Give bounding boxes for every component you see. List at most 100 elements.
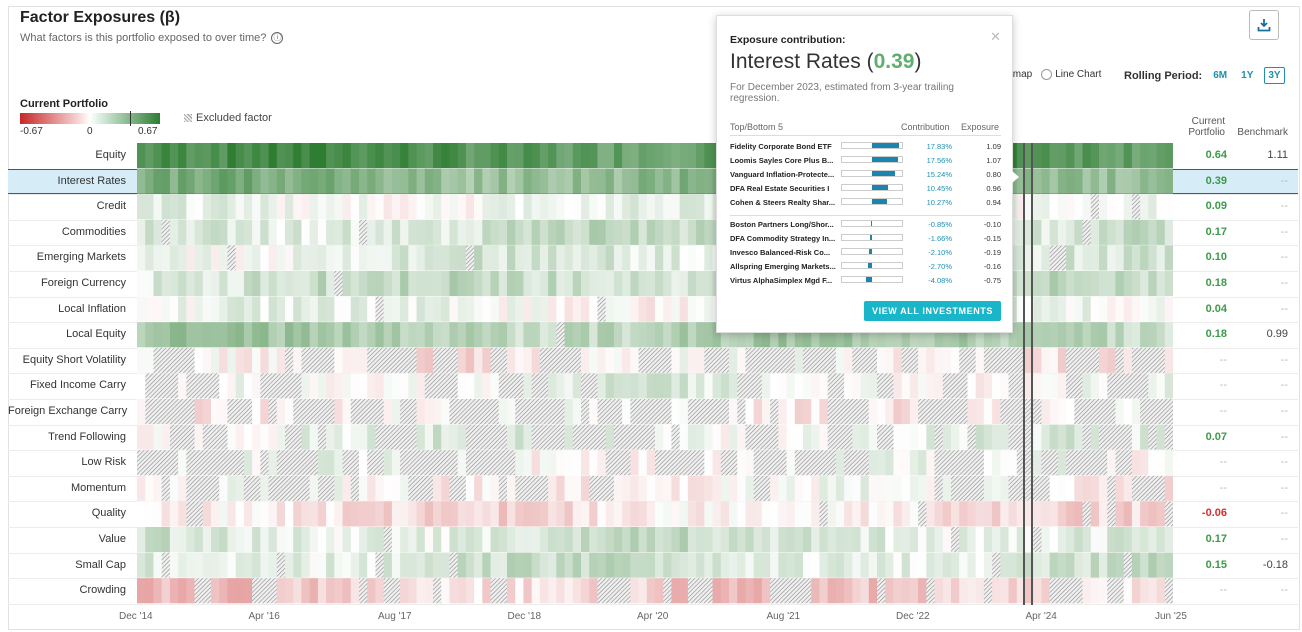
- heatmap-cell[interactable]: [885, 399, 895, 425]
- heatmap-cell[interactable]: [367, 194, 377, 220]
- heatmap-cell[interactable]: [301, 296, 311, 322]
- heatmap-cell[interactable]: [498, 194, 508, 220]
- excluded-cell[interactable]: [498, 373, 508, 399]
- excluded-cell[interactable]: [498, 578, 508, 604]
- heatmap-cell[interactable]: [342, 322, 352, 348]
- heatmap-cell[interactable]: [1016, 552, 1026, 578]
- heatmap-cell[interactable]: [301, 168, 311, 194]
- heatmap-cell[interactable]: [794, 552, 804, 578]
- heatmap-cell[interactable]: [556, 219, 566, 245]
- heatmap-cell[interactable]: [1148, 168, 1158, 194]
- heatmap-cell[interactable]: [1148, 552, 1158, 578]
- heatmap-cell[interactable]: [655, 475, 664, 501]
- heatmap-cell[interactable]: [581, 552, 590, 578]
- heatmap-cell[interactable]: [334, 501, 344, 527]
- heatmap-cell[interactable]: [276, 527, 286, 553]
- excluded-cell[interactable]: [482, 399, 492, 425]
- heatmap-cell[interactable]: [1156, 501, 1166, 527]
- heatmap-cell[interactable]: [572, 501, 582, 527]
- heatmap-cell[interactable]: [194, 219, 204, 245]
- excluded-cell[interactable]: [778, 347, 788, 373]
- excluded-cell[interactable]: [646, 399, 656, 425]
- heatmap-cell[interactable]: [803, 424, 812, 450]
- heatmap-cell[interactable]: [507, 143, 516, 169]
- heatmap-cell[interactable]: [145, 322, 155, 348]
- heatmap-cell[interactable]: [1049, 322, 1059, 348]
- heatmap-cell[interactable]: [1123, 475, 1133, 501]
- heatmap-cell[interactable]: [317, 501, 327, 527]
- heatmap-cell[interactable]: [581, 194, 590, 220]
- heatmap-cell[interactable]: [285, 322, 294, 348]
- heatmap-cell[interactable]: [548, 143, 557, 169]
- heatmap-cell[interactable]: [581, 219, 590, 245]
- excluded-cell[interactable]: [1115, 424, 1125, 450]
- heatmap-cell[interactable]: [655, 501, 664, 527]
- heatmap-cell[interactable]: [1074, 245, 1084, 271]
- heatmap-cell[interactable]: [1000, 373, 1010, 399]
- heatmap-cell[interactable]: [548, 245, 557, 271]
- heatmap-cell[interactable]: [1140, 552, 1149, 578]
- heatmap-cell[interactable]: [424, 271, 434, 297]
- excluded-cell[interactable]: [1016, 373, 1026, 399]
- heatmap-cell[interactable]: [1099, 373, 1108, 399]
- heatmap-cell[interactable]: [285, 143, 294, 169]
- heatmap-cell[interactable]: [1025, 501, 1034, 527]
- heatmap-cell[interactable]: [1033, 143, 1043, 169]
- excluded-cell[interactable]: [375, 552, 385, 578]
- excluded-cell[interactable]: [959, 373, 969, 399]
- heatmap-cell[interactable]: [951, 347, 960, 373]
- excluded-cell[interactable]: [745, 373, 755, 399]
- excluded-cell[interactable]: [334, 271, 344, 297]
- heatmap-cell[interactable]: [383, 501, 393, 527]
- heatmap-cell[interactable]: [959, 501, 969, 527]
- excluded-cell[interactable]: [934, 450, 944, 476]
- heatmap-cell[interactable]: [597, 527, 607, 553]
- heatmap-cell[interactable]: [178, 271, 187, 297]
- heatmap-cell[interactable]: [441, 322, 451, 348]
- heatmap-cell[interactable]: [548, 168, 557, 194]
- heatmap-cell[interactable]: [383, 552, 393, 578]
- heatmap-cell[interactable]: [391, 194, 401, 220]
- heatmap-cell[interactable]: [967, 501, 977, 527]
- heatmap-cell[interactable]: [671, 245, 681, 271]
- heatmap-cell[interactable]: [638, 296, 648, 322]
- heatmap-cell[interactable]: [835, 578, 845, 604]
- heatmap-cell[interactable]: [268, 527, 278, 553]
- heatmap-cell[interactable]: [704, 322, 714, 348]
- heatmap-cell[interactable]: [852, 552, 862, 578]
- excluded-cell[interactable]: [942, 373, 952, 399]
- heatmap-cell[interactable]: [457, 322, 467, 348]
- excluded-cell[interactable]: [531, 373, 541, 399]
- heatmap-cell[interactable]: [317, 552, 327, 578]
- heatmap-cell[interactable]: [942, 578, 952, 604]
- heatmap-cell[interactable]: [334, 399, 344, 425]
- excluded-cell[interactable]: [350, 450, 360, 476]
- excluded-cell[interactable]: [449, 450, 459, 476]
- heatmap-cell[interactable]: [449, 501, 459, 527]
- excluded-cell[interactable]: [169, 399, 179, 425]
- heatmap-cell[interactable]: [1164, 347, 1173, 373]
- heatmap-cell[interactable]: [1099, 322, 1108, 348]
- heatmap-cell[interactable]: [852, 578, 862, 604]
- excluded-cell[interactable]: [375, 296, 385, 322]
- excluded-cell[interactable]: [605, 450, 615, 476]
- excluded-cell[interactable]: [556, 347, 566, 373]
- heatmap-cell[interactable]: [687, 194, 697, 220]
- heatmap-cell[interactable]: [235, 578, 245, 604]
- excluded-cell[interactable]: [400, 450, 409, 476]
- heatmap-cell[interactable]: [441, 475, 451, 501]
- heatmap-cell[interactable]: [482, 501, 492, 527]
- heatmap-cell[interactable]: [1140, 143, 1149, 169]
- excluded-cell[interactable]: [1008, 475, 1018, 501]
- excluded-cell[interactable]: [1057, 578, 1067, 604]
- excluded-cell[interactable]: [934, 475, 944, 501]
- heatmap-cell[interactable]: [696, 322, 705, 348]
- excluded-cell[interactable]: [515, 399, 525, 425]
- excluded-cell[interactable]: [860, 347, 870, 373]
- heatmap-cell[interactable]: [408, 168, 418, 194]
- heatmap-cell[interactable]: [729, 475, 738, 501]
- heatmap-cell[interactable]: [729, 527, 738, 553]
- heatmap-cell[interactable]: [877, 552, 886, 578]
- heatmap-cell[interactable]: [408, 194, 418, 220]
- excluded-cell[interactable]: [243, 475, 253, 501]
